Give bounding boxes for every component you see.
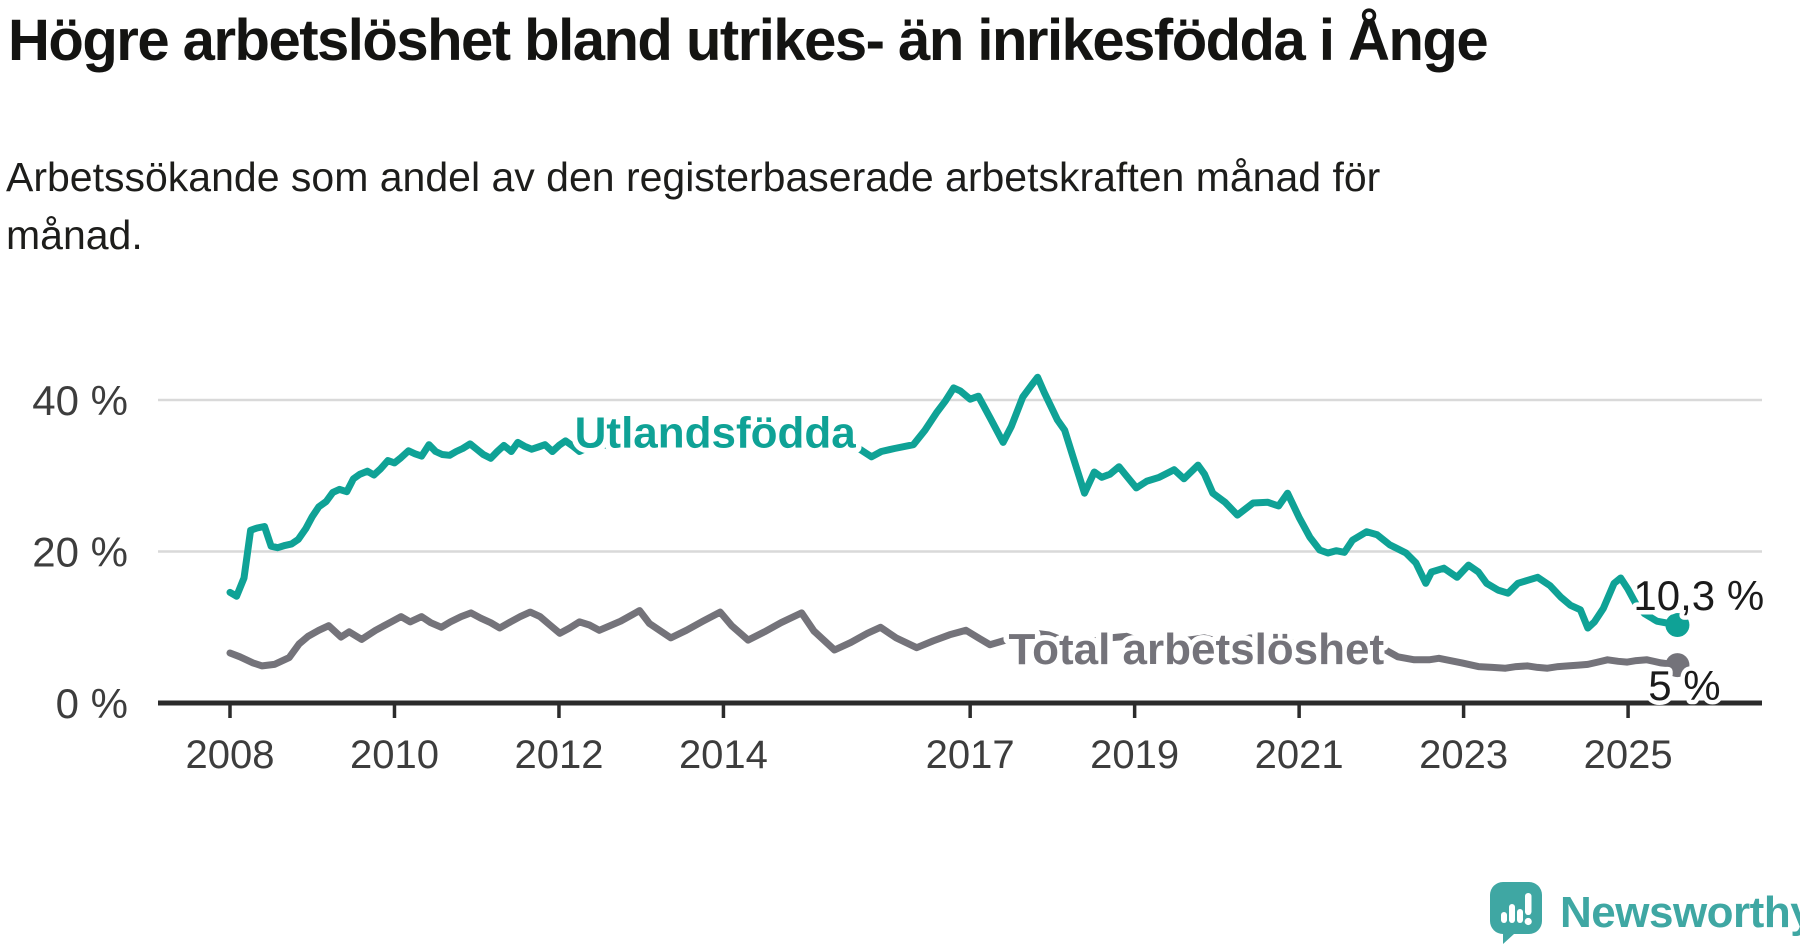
x-axis-tick-label: 2023 — [1419, 733, 1508, 777]
logo-bar-1 — [1501, 912, 1507, 923]
logo-bar-3 — [1517, 909, 1523, 923]
x-axis-tick-label: 2012 — [514, 733, 603, 777]
series-end-dot — [1665, 653, 1690, 678]
newsworthy-brand: Newsworthy — [1488, 880, 1800, 945]
series-line-total — [226, 607, 1681, 672]
page-title: Högre arbetslöshet bland utrikes- än inr… — [8, 8, 1489, 73]
unemployment-line-chart: 0 % 20 % 40 % 2008 2010 2012 2014 2017 2019 2021 2… — [32, 373, 1769, 777]
y-axis-tick-label: 40 % — [32, 377, 128, 424]
x-axis-tick-label: 2017 — [926, 733, 1015, 777]
series-line-utlandsfodda — [226, 373, 1681, 632]
x-axis-tick-label: 2008 — [186, 733, 275, 777]
x-axis-tick-label: 2025 — [1584, 733, 1673, 777]
end-value-label: 10,3 % — [1633, 572, 1764, 619]
series-end-dot — [1665, 612, 1690, 637]
logo-bar-2 — [1509, 904, 1515, 923]
newsworthy-logo-icon — [1490, 882, 1542, 944]
chart-subtitle: Arbetssökande som andel av den registerb… — [6, 154, 1381, 259]
x-axis-tick-label: 2010 — [350, 733, 439, 777]
y-axis-tick-label: 20 % — [32, 529, 128, 576]
x-axis-tick-label: 2014 — [679, 733, 768, 777]
logo-exclamation-bar — [1525, 893, 1532, 915]
series-label-total: Total arbetslöshet — [1008, 625, 1384, 674]
logo-exclamation-dot — [1524, 917, 1532, 926]
x-axis-tick-label: 2019 — [1090, 733, 1179, 777]
series-label-utlandsfodda: Utlandsfödda — [575, 408, 857, 457]
x-axis-tick-label: 2021 — [1255, 733, 1344, 777]
end-value-label: 5 % — [1648, 662, 1720, 709]
y-axis-tick-label: 0 % — [56, 680, 128, 727]
newsworthy-logo-text: Newsworthy — [1560, 887, 1800, 937]
